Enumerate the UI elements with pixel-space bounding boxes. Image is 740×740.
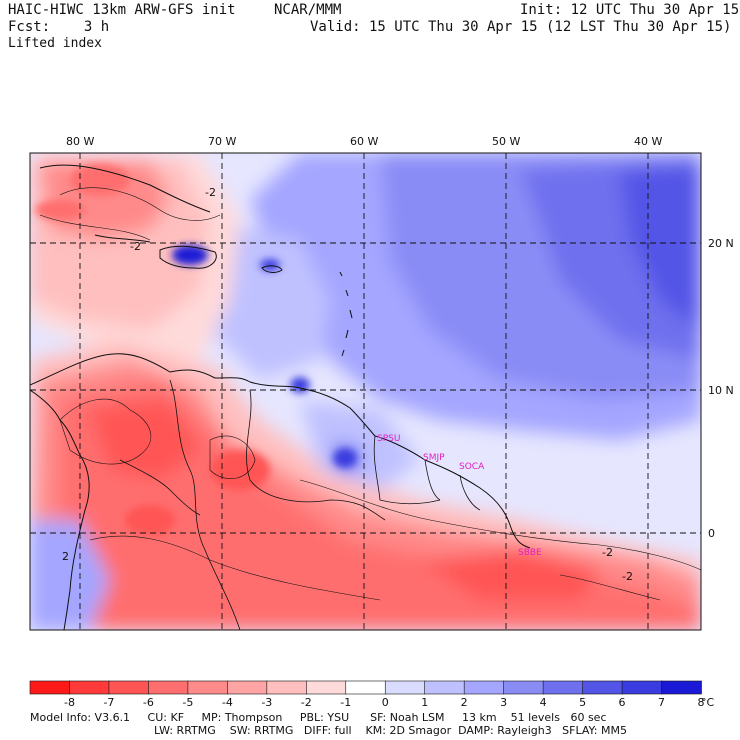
map-field: -2 -2 -2 2 -2 SPSU SMJP SOCA SBBE	[30, 153, 701, 630]
colorbar-swatch	[503, 680, 544, 695]
lon-label: 40 W	[634, 135, 662, 148]
colorbar-tick: -2	[301, 696, 312, 709]
colorbar-swatch	[148, 680, 189, 695]
lon-label: 60 W	[350, 135, 378, 148]
model-title: HAIC-HIWC 13km ARW-GFS init	[8, 2, 236, 18]
colorbar-tick: 2	[461, 696, 468, 709]
lon-labels: 80 W 70 W 60 W 50 W 40 W	[66, 135, 662, 148]
grid	[30, 153, 701, 630]
colorbar-unit: °C	[701, 696, 715, 709]
contour-labels: -2 -2 -2 2 -2	[62, 186, 633, 583]
colorbar-tick: -4	[222, 696, 233, 709]
coastlines	[30, 164, 531, 630]
colorbar-tick: 6	[619, 696, 626, 709]
colorbar-swatch	[266, 680, 308, 695]
colorbar-tick: 1	[421, 696, 428, 709]
colorbar-swatch	[108, 680, 150, 695]
colorbar-tick: -7	[103, 696, 114, 709]
colorbar-swatch	[463, 680, 505, 695]
colorbar-tick: -3	[261, 696, 272, 709]
forecast-hour: Fcst: 3 h	[8, 19, 110, 35]
colorbar-tick: -6	[143, 696, 154, 709]
colorbar-swatch	[187, 680, 229, 695]
colorbar-swatch	[345, 680, 387, 695]
borders	[119, 379, 481, 630]
colorbar-tick: -8	[64, 696, 75, 709]
init-time: Init: 12 UTC Thu 30 Apr 15	[520, 2, 740, 18]
lat-label: 0	[708, 527, 715, 540]
colorbar-swatch	[384, 680, 426, 695]
field-name: Lifted index	[8, 36, 102, 51]
lon-label: 70 W	[208, 135, 236, 148]
colorbar-swatch	[227, 680, 268, 695]
station-label: SPSU	[377, 434, 400, 444]
colorbar-swatch	[69, 680, 110, 695]
colorbar-swatch	[582, 680, 623, 695]
colorbar-swatch	[542, 680, 584, 695]
station-label: SOCA	[459, 462, 485, 472]
contour-label: -2	[622, 570, 633, 583]
model-info-line1: Model Info: V3.6.1 CU: KF MP: Thompson P…	[30, 711, 607, 724]
map-frame	[29, 152, 702, 631]
colorbar-tick: 4	[540, 696, 547, 709]
colorbar-tick: 5	[579, 696, 586, 709]
colorbar-swatch	[621, 680, 663, 695]
colorbar: -8 -7 -6 -5 -4 -3 -2 -1 0 1 2 3 4 5 6 7 8°C	[29, 680, 715, 709]
valid-time: Valid: 15 UTC Thu 30 Apr 15 (12 LST Thu …	[310, 19, 732, 35]
station-label: SMJP	[423, 453, 445, 463]
lon-label: 50 W	[492, 135, 520, 148]
model-info-line2: LW: RRTMG SW: RRTMG DIFF: full KM: 2D Sm…	[154, 724, 627, 737]
lon-label: 80 W	[66, 135, 94, 148]
lat-label: 10 N	[708, 384, 734, 397]
colorbar-tick: -1	[340, 696, 351, 709]
org-label: NCAR/MMM	[274, 2, 342, 18]
station-label: SBBE	[518, 548, 542, 558]
stations: SPSU SMJP SOCA SBBE	[377, 434, 542, 558]
colorbar-tick: -5	[182, 696, 193, 709]
contour-label: -2	[130, 240, 141, 253]
lat-labels: 20 N 10 N 0	[708, 237, 734, 540]
colorbar-tick: 7	[658, 696, 665, 709]
colorbar-tick: 0	[382, 696, 389, 709]
colorbar-swatch	[29, 680, 71, 695]
colorbar-swatch	[424, 680, 465, 695]
contour-label: -2	[602, 546, 613, 559]
colorbar-swatch	[305, 680, 347, 695]
contour-label: 2	[62, 550, 69, 563]
contour-label: -2	[205, 186, 216, 199]
lat-label: 20 N	[708, 237, 734, 250]
colorbar-tick: 8	[698, 696, 705, 709]
colorbar-swatch	[661, 680, 702, 695]
colorbar-tick: 3	[500, 696, 507, 709]
